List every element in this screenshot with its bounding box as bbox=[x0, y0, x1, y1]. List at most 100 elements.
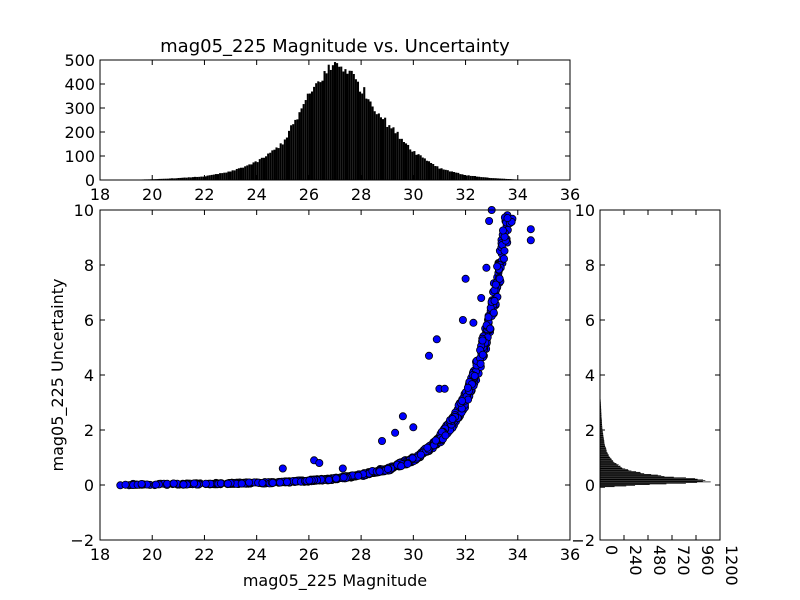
scatter-outlier-point bbox=[458, 315, 467, 324]
histogram-bar bbox=[256, 162, 259, 180]
histogram-bar bbox=[168, 178, 172, 180]
histogram-bar bbox=[348, 70, 351, 180]
histogram-bar bbox=[214, 174, 217, 180]
histogram-bar bbox=[166, 178, 169, 180]
histogram-bar bbox=[227, 171, 230, 180]
histogram-bar bbox=[388, 125, 391, 180]
histogram-bar bbox=[367, 99, 370, 180]
scatter-frame bbox=[99, 209, 571, 541]
histogram-bar bbox=[198, 176, 201, 180]
scatter-point bbox=[491, 280, 500, 289]
histogram-bar bbox=[600, 422, 602, 424]
histogram-bar bbox=[457, 172, 460, 180]
scatter-outlier-point bbox=[278, 464, 287, 473]
y-tick-label: 8 bbox=[84, 256, 94, 275]
histogram-bar bbox=[600, 467, 623, 469]
histogram-bar bbox=[600, 419, 602, 420]
scatter-outlier-point bbox=[409, 423, 418, 432]
histogram-bar bbox=[363, 87, 366, 180]
x-tick-label: 24 bbox=[246, 185, 266, 204]
histogram-bar bbox=[346, 73, 349, 180]
histogram-bar bbox=[600, 407, 602, 408]
top-histogram-bars bbox=[112, 62, 529, 181]
histogram-bar bbox=[600, 447, 606, 448]
histogram-bar bbox=[459, 174, 462, 180]
histogram-bar bbox=[600, 476, 674, 478]
scatter-point bbox=[416, 450, 425, 459]
top-histogram-panel: mag05_225 Magnitude vs. Uncertainty 18 20… bbox=[64, 36, 580, 204]
histogram-bar bbox=[600, 430, 603, 432]
histogram-bar bbox=[600, 421, 602, 422]
x-tick-label: 28 bbox=[351, 185, 371, 204]
histogram-bar bbox=[216, 174, 220, 180]
scatter-outlier-point bbox=[398, 412, 407, 421]
histogram-bar bbox=[600, 480, 703, 482]
y-tick-label: 4 bbox=[585, 366, 595, 385]
histogram-bar bbox=[600, 417, 602, 419]
histogram-bar bbox=[415, 154, 418, 180]
histogram-bar bbox=[600, 438, 604, 440]
histogram-bar bbox=[208, 175, 211, 180]
histogram-bar bbox=[600, 426, 603, 428]
histogram-bar bbox=[471, 175, 474, 180]
histogram-bar bbox=[600, 478, 696, 479]
histogram-bar bbox=[600, 474, 652, 475]
histogram-bar bbox=[350, 70, 353, 180]
histogram-bar bbox=[600, 479, 704, 481]
y-tick-label: 10 bbox=[575, 201, 595, 220]
histogram-bar bbox=[501, 178, 504, 180]
histogram-bar bbox=[440, 168, 443, 180]
x-tick-label: 30 bbox=[403, 185, 423, 204]
histogram-bar bbox=[600, 438, 604, 439]
scatter-point bbox=[489, 308, 498, 317]
histogram-bar bbox=[162, 178, 165, 180]
scatter-outlier-point bbox=[315, 458, 324, 467]
y-tick-label: 2 bbox=[84, 421, 94, 440]
y-tick-label: 8 bbox=[585, 256, 595, 275]
histogram-bar bbox=[600, 450, 607, 452]
histogram-bar bbox=[600, 474, 658, 476]
histogram-bar bbox=[344, 69, 347, 180]
scatter-point bbox=[486, 324, 495, 333]
histogram-bar bbox=[600, 482, 686, 484]
scatter-point bbox=[493, 262, 502, 271]
histogram-bar bbox=[262, 157, 266, 180]
histogram-bar bbox=[600, 465, 619, 466]
histogram-bar bbox=[333, 62, 337, 181]
histogram-bar bbox=[505, 178, 508, 180]
histogram-bar bbox=[600, 482, 698, 483]
histogram-bar bbox=[600, 469, 629, 470]
histogram-bar bbox=[421, 157, 424, 180]
scatter-point bbox=[190, 479, 199, 488]
histogram-bar bbox=[277, 148, 280, 180]
histogram-bar bbox=[496, 178, 499, 180]
scatter-point bbox=[151, 480, 160, 489]
scatter-point bbox=[179, 480, 188, 489]
y-tick-label: 0 bbox=[585, 476, 595, 495]
x-tick-label: 20 bbox=[142, 545, 162, 564]
histogram-bar bbox=[442, 169, 445, 180]
scatter-point bbox=[463, 383, 472, 392]
histogram-bar bbox=[231, 170, 234, 180]
histogram-bar bbox=[448, 171, 451, 180]
histogram-bar bbox=[600, 418, 602, 419]
scatter-point bbox=[201, 479, 210, 488]
histogram-bar bbox=[600, 410, 602, 411]
chart-title: mag05_225 Magnitude vs. Uncertainty bbox=[160, 36, 510, 57]
histogram-bar bbox=[179, 177, 182, 180]
histogram-bar bbox=[600, 463, 617, 464]
right-histogram-panel: 0 240 480 720 960 1200 −2 0 2 4 6 8 10 bbox=[571, 201, 741, 586]
histogram-bar bbox=[400, 138, 403, 180]
histogram-bar bbox=[600, 485, 627, 487]
histogram-bar bbox=[600, 413, 602, 415]
scatter-outlier-point bbox=[377, 436, 386, 445]
scatter-outlier-point bbox=[424, 351, 433, 360]
histogram-bar bbox=[331, 65, 334, 180]
x-tick-label: 34 bbox=[508, 545, 528, 564]
histogram-bar bbox=[498, 178, 502, 180]
histogram-bar bbox=[600, 416, 602, 418]
histogram-bar bbox=[298, 112, 301, 180]
histogram-bar bbox=[288, 130, 291, 180]
histogram-bar bbox=[417, 154, 420, 180]
scatter-point bbox=[423, 443, 432, 452]
